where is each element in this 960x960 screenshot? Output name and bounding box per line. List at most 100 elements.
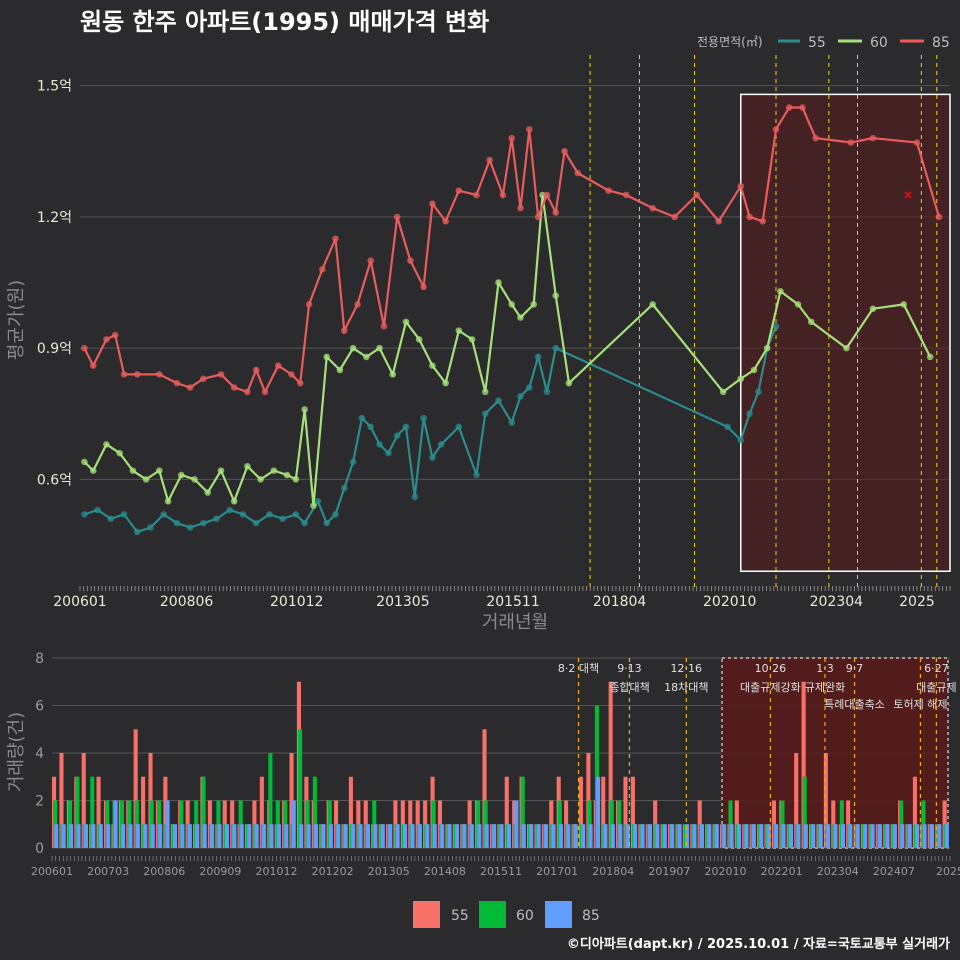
volume-bar-85 bbox=[640, 824, 645, 848]
volume-bar-85 bbox=[855, 824, 860, 848]
volume-bar-85 bbox=[848, 824, 853, 848]
data-point-85 bbox=[913, 139, 921, 146]
volume-bar-85 bbox=[336, 824, 341, 848]
volume-bar-85 bbox=[737, 824, 742, 848]
volume-bar-60 bbox=[298, 729, 303, 848]
volume-bar-85 bbox=[98, 824, 103, 848]
data-point-60 bbox=[468, 336, 476, 343]
data-point-85 bbox=[393, 213, 401, 221]
volume-x-tick-10: 201804 bbox=[592, 865, 634, 878]
volume-bar-85 bbox=[195, 824, 200, 848]
volume-bar-55 bbox=[504, 776, 509, 848]
data-point-60 bbox=[283, 471, 291, 479]
data-point-60 bbox=[442, 379, 449, 387]
volume-bar-85 bbox=[135, 824, 140, 848]
data-point-60 bbox=[204, 489, 212, 496]
data-point-85 bbox=[499, 191, 507, 199]
y-axis-label: 평균가(원) bbox=[6, 280, 27, 360]
volume-bar-85 bbox=[224, 824, 230, 848]
volume-bar-85 bbox=[907, 824, 912, 848]
data-point-60 bbox=[843, 344, 850, 352]
series-line-60 bbox=[83, 194, 932, 506]
data-point-60 bbox=[777, 287, 784, 295]
data-point-60 bbox=[178, 471, 185, 479]
volume-bar-85 bbox=[677, 824, 682, 848]
volume-x-tick-8: 201511 bbox=[480, 865, 522, 878]
volume-bar-60 bbox=[90, 776, 95, 848]
data-point-55 bbox=[746, 410, 753, 418]
data-point-55 bbox=[349, 458, 357, 466]
volume-bar-85 bbox=[83, 824, 88, 848]
data-point-60 bbox=[429, 362, 436, 369]
event-label-bottom-3: 대출규제강화 bbox=[740, 681, 801, 694]
volume-bar-60 bbox=[75, 776, 80, 848]
volume-bar-85 bbox=[781, 824, 786, 848]
data-point-85 bbox=[649, 204, 656, 212]
data-point-85 bbox=[318, 266, 326, 273]
volume-bar-85 bbox=[128, 824, 133, 848]
volume-bar-60 bbox=[268, 753, 273, 848]
volume-bar-85 bbox=[291, 800, 296, 848]
data-point-60 bbox=[389, 371, 397, 378]
volume-bar-85 bbox=[722, 824, 727, 848]
data-point-55 bbox=[279, 515, 286, 523]
data-point-55 bbox=[81, 511, 88, 518]
volume-y-tick-1: 2 bbox=[35, 794, 44, 810]
data-point-55 bbox=[301, 519, 308, 527]
data-point-55 bbox=[543, 388, 551, 396]
volume-axis-label: 거래량(건) bbox=[6, 712, 27, 792]
data-point-60 bbox=[869, 305, 877, 313]
volume-bar-85 bbox=[61, 824, 66, 848]
data-point-60 bbox=[376, 344, 383, 352]
volume-bar-55 bbox=[623, 776, 628, 848]
volume-bar-55 bbox=[259, 776, 264, 848]
x-tick-label-5: 201804 bbox=[593, 594, 647, 610]
data-point-60 bbox=[517, 314, 524, 321]
data-point-55 bbox=[213, 515, 220, 523]
volume-bar-85 bbox=[254, 824, 259, 848]
volume-bar-85 bbox=[358, 824, 363, 848]
volume-bar-85 bbox=[380, 824, 385, 848]
data-point-85 bbox=[526, 126, 533, 133]
data-point-55 bbox=[517, 392, 524, 400]
x-tick-label-6: 202010 bbox=[703, 594, 756, 610]
x-tick-label-4: 201511 bbox=[486, 594, 539, 610]
volume-bar-55 bbox=[96, 776, 101, 848]
volume-bar-85 bbox=[499, 824, 504, 848]
volume-bar-85 bbox=[180, 824, 185, 848]
data-point-60 bbox=[323, 353, 330, 361]
data-point-85 bbox=[737, 182, 745, 190]
volume-bar-85 bbox=[262, 824, 267, 848]
volume-y-tick-3: 6 bbox=[35, 699, 44, 715]
data-point-60 bbox=[750, 366, 758, 374]
volume-bar-85 bbox=[878, 824, 883, 848]
volume-bar-55 bbox=[823, 753, 828, 848]
data-point-55 bbox=[552, 344, 560, 352]
volume-bar-85 bbox=[536, 824, 541, 848]
volume-x-tick-14: 202304 bbox=[817, 865, 859, 878]
data-point-55 bbox=[252, 519, 260, 527]
volume-bar-85 bbox=[454, 824, 460, 848]
data-point-85 bbox=[552, 209, 560, 216]
data-point-55 bbox=[173, 519, 181, 527]
data-point-55 bbox=[385, 449, 392, 457]
volume-bar-85 bbox=[351, 824, 356, 848]
volume-x-tick-7: 201408 bbox=[424, 865, 466, 878]
volume-bar-85 bbox=[551, 824, 556, 848]
volume-bar-85 bbox=[76, 824, 81, 848]
data-point-60 bbox=[155, 467, 163, 474]
data-point-85 bbox=[785, 104, 793, 111]
data-point-60 bbox=[257, 476, 264, 483]
volume-bar-85 bbox=[803, 824, 808, 848]
volume-bar-55 bbox=[81, 753, 86, 848]
event-label-bottom-4: 규제완화 bbox=[805, 681, 845, 694]
volume-bar-85 bbox=[581, 824, 586, 848]
event-label-bottom-2: 18차대책 bbox=[664, 681, 708, 694]
volume-x-tick-13: 202201 bbox=[761, 865, 803, 878]
x-tick-label-8: 2025 bbox=[899, 594, 935, 610]
volume-bar-85 bbox=[595, 776, 601, 848]
volume-bar-85 bbox=[276, 824, 281, 848]
volume-bar-85 bbox=[484, 824, 489, 848]
event-label-bottom-7: 대출규제 bbox=[916, 681, 956, 694]
volume-bar-85 bbox=[328, 824, 333, 848]
